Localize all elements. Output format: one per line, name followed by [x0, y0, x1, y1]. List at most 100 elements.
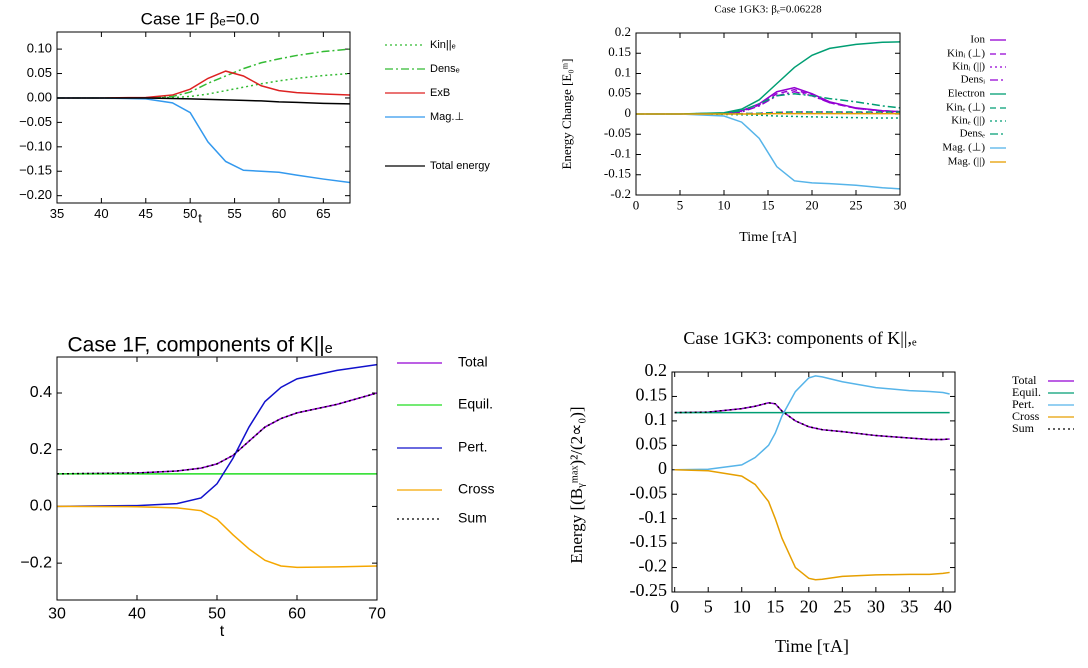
x-tick-label: 5: [704, 596, 713, 616]
legend-label: Densₑ: [430, 63, 460, 75]
y-tick-label: -0.05: [630, 482, 668, 502]
series-line: [57, 72, 350, 99]
y-tick-label: -0.15: [604, 166, 631, 181]
x-axis-label: t: [198, 210, 202, 225]
series-line: [636, 113, 900, 190]
x-tick-label: 30: [894, 198, 907, 213]
y-tick-label: −0.05: [19, 114, 52, 129]
x-tick-label: 20: [800, 596, 818, 616]
x-tick-label: 30: [48, 606, 66, 623]
y-axis-label: Energy Change [E₀ᵐ]: [559, 58, 574, 169]
series-line: [674, 402, 950, 441]
legend-label: Pert.: [458, 439, 488, 455]
x-tick-label: 45: [139, 206, 153, 221]
y-tick-label: 0.2: [645, 360, 668, 380]
y-tick-label: 0.05: [636, 433, 668, 453]
series-line: [674, 402, 950, 441]
legend-label: Sum: [458, 510, 487, 526]
y-axis-label: Energy [(Bᵧᵐᵃˣ)²/(2∝₀)]: [567, 406, 586, 563]
y-tick-label: 0: [658, 458, 667, 478]
plot-frame: [56, 356, 378, 601]
y-tick-label: 0: [625, 105, 632, 120]
y-tick-label: −0.2: [20, 554, 52, 571]
legend-label: Kinᵢ (⊥): [947, 48, 985, 60]
legend-label: Electron: [948, 88, 986, 100]
chart-title: Case 1F, components of K||ₑ: [67, 334, 332, 357]
chart-title: Case 1GK3: components of K||,ₑ: [683, 328, 917, 348]
legend-label: Cross: [458, 481, 495, 497]
legend-label: Total energy: [430, 160, 490, 172]
legend-label: Kinᵢ (||): [952, 61, 985, 73]
y-tick-label: 0.10: [27, 41, 52, 56]
chart-title: Case 1GK3: βₑ=0.06228: [714, 4, 822, 16]
x-tick-label: 65: [316, 206, 330, 221]
y-tick-label: -0.2: [639, 556, 668, 576]
x-tick-label: 5: [677, 198, 684, 213]
chart-panel: Case 1GK3: βₑ=0.06228 Time [τA] Energy Cha…: [559, 4, 1006, 245]
legend-label: Equil.: [458, 396, 493, 412]
series-line: [57, 48, 350, 99]
x-tick-label: 55: [227, 206, 241, 221]
x-tick-label: 0: [670, 596, 679, 616]
chart-panel: Case 1GK3: components of K||,ₑ Time [τA] E…: [567, 328, 1074, 656]
legend-label: Total: [458, 354, 488, 370]
series-line: [636, 92, 900, 115]
x-tick-label: 60: [288, 606, 306, 623]
x-tick-label: 25: [850, 198, 863, 213]
legend-label: Kinₑ (⊥): [946, 102, 985, 114]
y-tick-label: 0.00: [27, 89, 52, 104]
y-tick-label: -0.05: [604, 125, 631, 140]
series-line: [674, 375, 950, 471]
x-tick-label: 40: [94, 206, 108, 221]
series-line: [57, 392, 377, 475]
legend-label: Densₑ: [960, 128, 986, 140]
series-line: [57, 97, 350, 184]
y-tick-label: −0.15: [19, 163, 52, 178]
legend-label: Mag. (||): [948, 156, 986, 168]
legend-label: ExB: [430, 87, 450, 99]
legend-label: Total: [1012, 373, 1037, 387]
series-line: [57, 97, 350, 105]
series-line: [57, 363, 377, 508]
legend-label: Kinₑ (||): [951, 115, 985, 127]
y-tick-label: 0.4: [30, 384, 52, 401]
y-tick-label: 0.1: [645, 409, 668, 429]
plot-frame: [671, 371, 956, 593]
legend-label: Densᵢ: [961, 74, 986, 86]
x-tick-label: 15: [766, 596, 784, 616]
y-tick-label: -0.2: [610, 186, 631, 201]
legend-label: Sum: [1012, 421, 1035, 435]
x-tick-label: 20: [806, 198, 819, 213]
legend-label: Mag.⊥: [430, 111, 464, 123]
legend-label: Mag. (⊥): [942, 142, 985, 154]
x-tick-label: 15: [762, 198, 775, 213]
y-tick-label: 0.05: [27, 65, 52, 80]
chart-title: Case 1F βₑ=0.0: [141, 9, 260, 28]
y-tick-label: −0.10: [19, 138, 52, 153]
x-tick-label: 70: [368, 606, 386, 623]
series-line: [57, 392, 377, 475]
chart-panel: Case 1F, components of K||ₑ t 30 40 50 60 70 −0…: [20, 334, 494, 641]
legend-label: Kin||ₑ: [430, 39, 456, 51]
plot-frame: [635, 32, 901, 196]
plot-frame: [56, 31, 351, 204]
y-tick-label: 0.15: [608, 44, 631, 59]
x-axis-label: t: [220, 623, 225, 640]
legend-label: Cross: [1012, 409, 1040, 423]
x-tick-label: 50: [183, 206, 197, 221]
y-tick-label: 0.0: [30, 498, 52, 515]
y-tick-label: 0.2: [30, 441, 52, 458]
y-tick-label: -0.1: [610, 145, 631, 160]
y-tick-label: -0.1: [639, 507, 668, 527]
x-tick-label: 30: [867, 596, 885, 616]
x-axis-label: Time [τA]: [739, 230, 797, 245]
x-tick-label: 35: [900, 596, 918, 616]
y-tick-label: −0.20: [19, 187, 52, 202]
x-tick-label: 35: [50, 206, 64, 221]
x-axis-label: Time [τA]: [775, 636, 849, 656]
x-tick-label: 10: [718, 198, 731, 213]
x-tick-label: 0: [633, 198, 640, 213]
legend-label: Ion: [970, 34, 985, 46]
series-line: [57, 505, 377, 569]
y-tick-label: 0.1: [615, 64, 631, 79]
